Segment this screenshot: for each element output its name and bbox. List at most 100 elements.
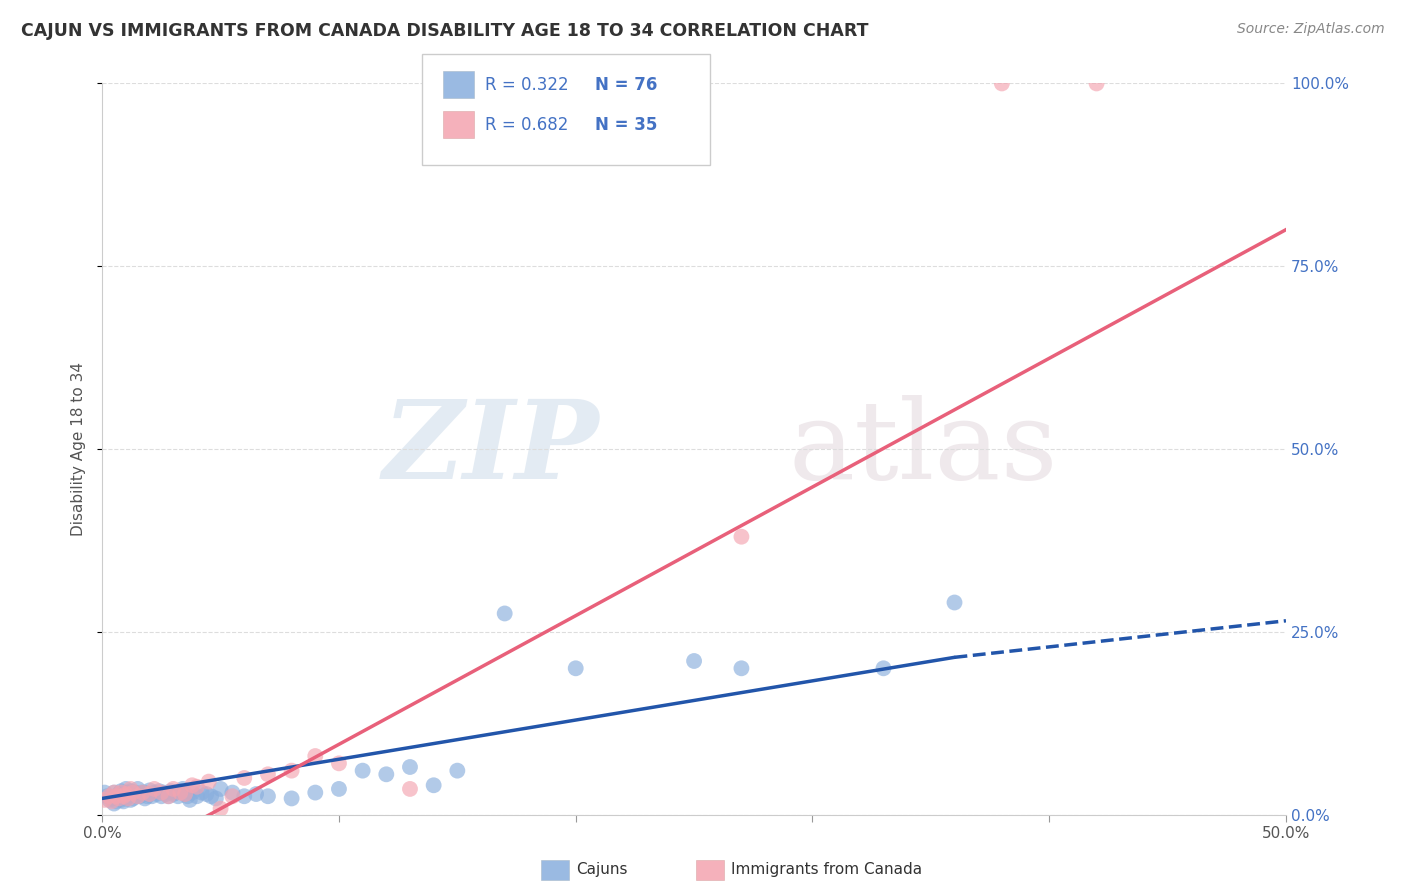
Point [304,786,326,800]
Point [117,786,139,800]
Text: N = 35: N = 35 [595,116,657,134]
Point [124,789,146,804]
Point [200,789,222,804]
Point [105,789,128,804]
Point [197,774,219,789]
Point [167,789,190,804]
Point [991,77,1014,91]
Point [93,786,115,800]
Point [120,784,142,798]
Text: Immigrants from Canada: Immigrants from Canada [731,863,922,877]
Text: ZIP: ZIP [382,395,599,503]
Point [127,781,149,796]
Point [103,797,125,811]
Point [117,791,139,805]
Point [280,764,302,778]
Point [115,781,138,796]
Point [209,802,232,816]
Point [138,787,160,801]
Point [221,789,243,804]
Point [162,787,184,801]
Point [96,789,118,804]
Point [304,749,326,764]
Point [98,789,121,804]
Point [150,789,173,804]
Point [112,789,135,804]
Point [257,789,280,804]
Point [115,787,138,801]
Point [138,787,160,801]
Point [152,786,174,800]
Point [148,784,170,798]
Point [221,786,243,800]
Point [122,788,145,802]
Text: N = 76: N = 76 [595,76,657,94]
Text: atlas: atlas [789,395,1059,502]
Point [134,786,156,800]
Point [129,789,152,804]
Point [399,781,422,796]
Point [169,784,191,798]
Point [107,791,129,805]
Point [103,786,125,800]
Point [115,787,138,801]
Point [110,786,132,800]
Point [181,778,204,792]
Point [107,791,129,805]
Point [872,661,894,675]
Point [143,786,166,800]
Point [117,789,139,804]
Point [328,781,350,796]
Point [155,787,177,801]
Point [112,789,135,804]
Point [399,760,422,774]
Y-axis label: Disability Age 18 to 34: Disability Age 18 to 34 [72,362,86,536]
Point [186,780,208,794]
Point [174,787,197,801]
Point [120,781,142,796]
Point [110,784,132,798]
Point [190,786,212,800]
Point [107,787,129,801]
Text: Source: ZipAtlas.com: Source: ZipAtlas.com [1237,22,1385,37]
Point [328,756,350,771]
Point [141,789,163,804]
Point [103,786,125,800]
Point [145,787,167,801]
Text: CAJUN VS IMMIGRANTS FROM CANADA DISABILITY AGE 18 TO 34 CORRELATION CHART: CAJUN VS IMMIGRANTS FROM CANADA DISABILI… [21,22,869,40]
Point [352,764,374,778]
Point [176,789,198,804]
Point [115,791,138,805]
Point [169,786,191,800]
Point [105,789,128,804]
Point [233,771,256,785]
Point [112,794,135,808]
Point [122,791,145,805]
Point [280,791,302,805]
Point [195,787,218,801]
Point [131,786,153,800]
Point [134,791,156,805]
Point [375,767,398,781]
Point [730,530,752,544]
Point [131,786,153,800]
Point [120,793,142,807]
Text: R = 0.682: R = 0.682 [485,116,568,134]
Point [98,793,121,807]
Point [165,786,187,800]
Point [157,789,180,804]
Text: R = 0.322: R = 0.322 [485,76,568,94]
Point [422,778,444,792]
Point [110,793,132,807]
Point [1085,77,1108,91]
Point [494,607,516,621]
Point [127,787,149,801]
Point [943,595,966,609]
Point [160,784,183,798]
Point [209,781,232,796]
Point [730,661,752,675]
Point [100,791,122,805]
Point [122,786,145,800]
Point [174,787,197,801]
Point [564,661,586,675]
